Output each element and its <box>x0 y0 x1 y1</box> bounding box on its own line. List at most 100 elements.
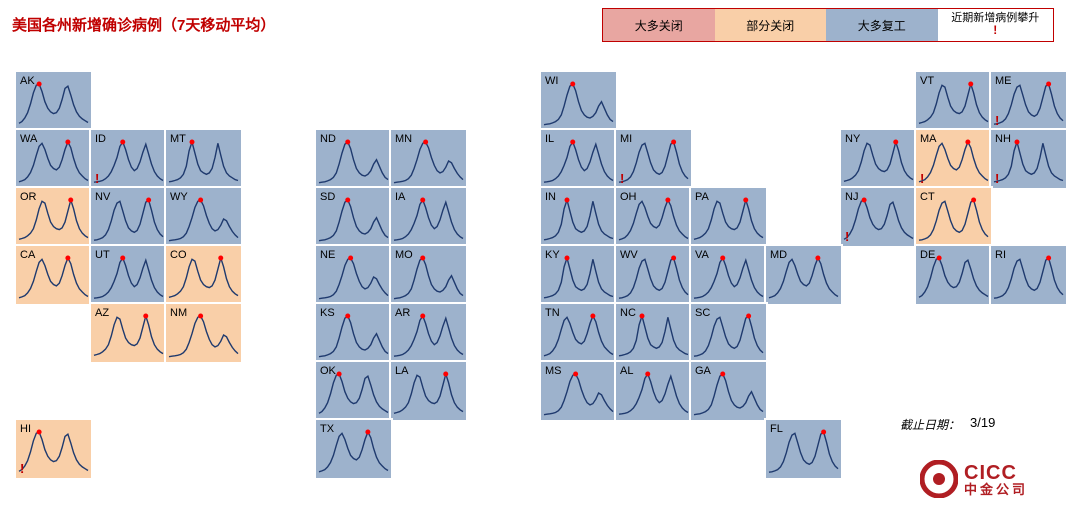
state-label: MS <box>545 365 562 377</box>
state-cell-az: AZ <box>91 304 166 362</box>
state-cell-ri: RI <box>991 246 1066 304</box>
state-cell-ia: IA <box>391 188 466 246</box>
state-label: DE <box>920 249 935 261</box>
legend: 大多关闭部分关闭大多复工近期新增病例攀升! <box>602 8 1054 42</box>
state-label: FL <box>770 423 783 435</box>
state-label: NE <box>320 249 335 261</box>
state-label: VA <box>695 249 709 261</box>
peak-marker-icon <box>893 140 898 145</box>
state-cell-fl: FL <box>766 420 841 478</box>
peak-marker-icon <box>968 82 973 87</box>
peak-marker-icon <box>337 372 342 377</box>
logo-text-en: CICC <box>964 463 1028 483</box>
state-cell-mt: MT <box>166 130 241 188</box>
state-label: AK <box>20 75 35 87</box>
rising-flag-icon: ! <box>20 461 24 476</box>
state-label: ND <box>320 133 336 145</box>
state-label: KY <box>545 249 560 261</box>
state-label: OR <box>20 191 37 203</box>
state-cell-ar: AR <box>391 304 466 362</box>
peak-marker-icon <box>720 372 725 377</box>
state-label: MN <box>395 133 412 145</box>
state-cell-wy: WY <box>166 188 241 246</box>
peak-marker-icon <box>120 140 125 145</box>
state-label: NC <box>620 307 636 319</box>
state-cell-nh: NH! <box>991 130 1066 188</box>
state-cell-nv: NV <box>91 188 166 246</box>
state-cell-ma: MA! <box>916 130 991 188</box>
state-label: MA <box>920 133 937 145</box>
state-cell-ky: KY <box>541 246 616 304</box>
state-label: IN <box>545 191 556 203</box>
state-cell-co: CO <box>166 246 241 304</box>
state-label: WI <box>545 75 558 87</box>
state-label: TN <box>545 307 560 319</box>
state-label: CT <box>920 191 935 203</box>
state-cell-id: ID! <box>91 130 166 188</box>
peak-marker-icon <box>665 198 670 203</box>
legend-item: 近期新增病例攀升! <box>938 9 1053 41</box>
state-cell-in: IN <box>541 188 616 246</box>
peak-marker-icon <box>143 314 148 319</box>
peak-marker-icon <box>671 256 676 261</box>
peak-marker-icon <box>345 314 350 319</box>
state-cell-de: DE <box>916 246 991 304</box>
peak-marker-icon <box>348 256 353 261</box>
state-cell-ne: NE <box>316 246 391 304</box>
state-cell-md: MD <box>766 246 841 304</box>
state-cell-tn: TN <box>541 304 616 362</box>
state-cell-ak: AK <box>16 72 91 130</box>
state-label: LA <box>395 365 408 377</box>
state-label: ME <box>995 75 1012 87</box>
state-cell-or: OR <box>16 188 91 246</box>
peak-marker-icon <box>862 198 867 203</box>
state-cell-mi: MI! <box>616 130 691 188</box>
peak-marker-icon <box>590 314 595 319</box>
state-label: NM <box>170 307 187 319</box>
state-cell-vt: VT <box>916 72 991 130</box>
state-cell-va: VA <box>691 246 766 304</box>
peak-marker-icon <box>565 256 570 261</box>
state-label: CA <box>20 249 35 261</box>
state-cell-ga: GA <box>691 362 766 420</box>
peak-marker-icon <box>570 82 575 87</box>
state-label: NV <box>95 191 110 203</box>
state-cell-nm: NM <box>166 304 241 362</box>
state-cell-mn: MN <box>391 130 466 188</box>
state-cell-ct: CT <box>916 188 991 246</box>
state-label: ID <box>95 133 106 145</box>
state-cell-wv: WV <box>616 246 691 304</box>
state-cell-pa: PA <box>691 188 766 246</box>
state-label: OK <box>320 365 336 377</box>
peak-marker-icon <box>146 198 151 203</box>
peak-marker-icon <box>423 140 428 145</box>
state-cell-la: LA <box>391 362 466 420</box>
state-label: SD <box>320 191 335 203</box>
page-title: 美国各州新增确诊病例（7天移动平均） <box>12 14 275 35</box>
peak-marker-icon <box>420 256 425 261</box>
cicc-logo: CICC 中金公司 <box>920 460 1028 498</box>
state-cell-nc: NC <box>616 304 691 362</box>
state-label: RI <box>995 249 1006 261</box>
state-label: MT <box>170 133 186 145</box>
state-cell-sd: SD <box>316 188 391 246</box>
state-label: NH <box>995 133 1011 145</box>
state-label: AZ <box>95 307 109 319</box>
state-cell-ut: UT <box>91 246 166 304</box>
peak-marker-icon <box>190 140 195 145</box>
peak-marker-icon <box>640 314 645 319</box>
state-cell-mo: MO <box>391 246 466 304</box>
state-cell-oh: OH <box>616 188 691 246</box>
peak-marker-icon <box>198 314 203 319</box>
peak-marker-icon <box>971 198 976 203</box>
peak-marker-icon <box>443 372 448 377</box>
state-cell-wi: WI <box>541 72 616 130</box>
date-label: 截止日期： <box>900 416 960 433</box>
peak-marker-icon <box>965 140 970 145</box>
state-label: TX <box>320 423 334 435</box>
legend-item: 大多复工 <box>826 9 938 41</box>
rising-flag-icon: ! <box>620 171 624 186</box>
peak-marker-icon <box>218 256 223 261</box>
state-cell-ks: KS <box>316 304 391 362</box>
peak-marker-icon <box>65 140 70 145</box>
